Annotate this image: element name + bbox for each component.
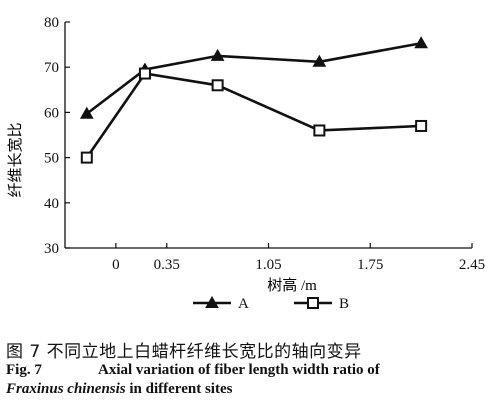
- legend-entry-a: A: [193, 295, 249, 312]
- y-tick-label: 60: [44, 105, 59, 121]
- y-tick-label: 50: [44, 151, 59, 167]
- y-tick-label: 30: [44, 241, 59, 257]
- data-point-a: [210, 48, 225, 61]
- legend-label: B: [339, 296, 349, 312]
- caption-line-2: in different sites: [125, 381, 233, 397]
- figure-number: Fig. 7: [6, 362, 42, 378]
- data-point-a: [414, 36, 428, 49]
- series-b: [80, 67, 428, 164]
- y-tick-label: 80: [44, 15, 59, 31]
- x-tick-label: 1.05: [255, 257, 281, 273]
- figure-caption-english: Fig. 7 Axial variation of fiber length wi…: [6, 361, 496, 399]
- y-tick-label: 40: [44, 196, 59, 212]
- data-point-b: [211, 79, 224, 92]
- caption-line-1: Axial variation of fiber length width ra…: [98, 362, 380, 378]
- figure-caption-chinese: 图 7 不同立地上白蜡杆纤维长宽比的轴向变异: [6, 342, 362, 362]
- chart-axes: [64, 22, 472, 249]
- x-axis-label: 树高 /m: [267, 277, 317, 294]
- data-point-b: [80, 151, 93, 164]
- legend-marker: [307, 297, 319, 309]
- data-point-b: [313, 124, 326, 137]
- legend-entry-b: B: [294, 296, 349, 312]
- series-line-a: [86, 41, 422, 115]
- legend-label: A: [238, 296, 249, 312]
- legend-marker: [205, 295, 219, 308]
- data-point-a: [79, 106, 94, 119]
- data-point-a: [312, 54, 327, 67]
- x-tick-label: 0: [112, 257, 120, 273]
- chart-series: [79, 36, 428, 164]
- x-tick-label: 0.35: [154, 257, 180, 273]
- y-axis-label: 纤维长宽比: [7, 122, 24, 197]
- series-a: [79, 36, 428, 119]
- y-tick-label: 70: [44, 60, 59, 76]
- x-tick-label: 1.75: [357, 257, 383, 273]
- caption-species: Fraxinus chinensis: [6, 381, 126, 397]
- chart-ticks: 30 40 50 60 70 80 0 0.35 1.05 1.75 2.45: [44, 15, 485, 273]
- data-point-b: [415, 119, 428, 132]
- series-line-b: [85, 72, 422, 159]
- x-tick-label: 2.45: [459, 257, 485, 273]
- data-point-b: [138, 67, 151, 80]
